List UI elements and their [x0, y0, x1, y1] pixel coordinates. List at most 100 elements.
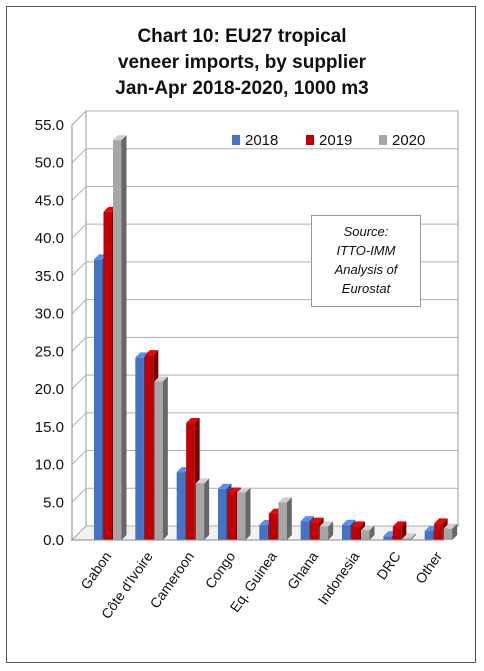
bar-2019-drc — [392, 521, 407, 540]
bar-front — [259, 524, 268, 540]
bar-front — [443, 528, 453, 540]
legend-label-2020: 2020 — [392, 132, 425, 149]
chart-title-line-2: veneer imports, by supplier — [117, 52, 367, 73]
bar-top — [319, 521, 334, 527]
x-tick-label: Congo — [202, 548, 239, 591]
bar-2020-indonesia — [361, 525, 375, 540]
bar-2020-c-te-d-ivoire — [154, 376, 168, 540]
bar-top — [310, 517, 324, 523]
bar-2020-cameroon — [195, 478, 210, 540]
bar-front — [351, 526, 360, 540]
bars — [94, 135, 458, 541]
bar-front — [342, 524, 351, 540]
bar-2020-gabon — [113, 135, 127, 540]
bar-front — [361, 530, 370, 540]
bar-top — [402, 533, 416, 539]
bar-top — [278, 497, 292, 503]
bar-top — [443, 523, 458, 529]
bar-side — [401, 521, 407, 540]
y-tick-label: 0.0 — [43, 532, 64, 549]
y-tick-label: 55.0 — [35, 117, 64, 134]
bar-top — [392, 521, 407, 527]
side-wall — [71, 109, 87, 542]
bar-top — [218, 483, 232, 489]
gridline — [71, 148, 458, 164]
gridline — [71, 450, 458, 465]
bar-2020-eq-guinea — [278, 497, 292, 540]
bar-front — [103, 211, 112, 541]
y-tick-label: 25.0 — [35, 343, 64, 360]
bar-top — [300, 516, 315, 522]
bar-2020-other — [443, 523, 458, 540]
bar-front — [154, 381, 163, 540]
gridline — [71, 336, 458, 352]
bar-side — [162, 376, 168, 540]
bar-front — [319, 526, 329, 540]
bar-2020-ghana — [319, 521, 334, 540]
legend-swatch-2019 — [306, 135, 314, 145]
legend-label-2018: 2018 — [245, 132, 278, 149]
gridline — [71, 374, 458, 390]
gridline — [71, 110, 458, 126]
bar-top — [144, 350, 159, 356]
y-tick-label: 10.0 — [35, 457, 64, 474]
bar-side — [452, 523, 458, 540]
y-tick-label: 45.0 — [35, 192, 64, 209]
bar-front — [300, 521, 310, 540]
y-tick-label: 20.0 — [35, 381, 64, 398]
bar-front — [186, 423, 195, 540]
bar-top — [186, 418, 200, 424]
bar-front — [113, 140, 122, 540]
x-tick-label: Indonesia — [315, 548, 363, 607]
legend-swatch-2018 — [232, 135, 240, 145]
bar-top — [195, 478, 210, 484]
source-note: Source: ITTO-IMM Analysis of Eurostat — [311, 215, 421, 307]
bar-top — [113, 135, 127, 141]
bar-side — [245, 487, 251, 540]
bar-top — [342, 519, 356, 525]
y-tick-label: 50.0 — [35, 155, 64, 172]
bar-top — [351, 521, 365, 527]
bar-side — [204, 478, 210, 540]
legend-swatch-2020 — [379, 135, 387, 145]
source-line-1: Source: — [343, 224, 389, 239]
bar-top — [135, 352, 149, 358]
gridline — [71, 412, 458, 428]
x-tick-label: Ghana — [284, 548, 321, 592]
source-line-3: Analysis of — [334, 262, 398, 277]
bar-front — [144, 355, 154, 540]
bar-side — [328, 521, 334, 540]
chart-title: Chart 10: EU27 tropical veneer imports, … — [0, 24, 484, 102]
bar-front — [176, 472, 186, 540]
bar-front — [218, 488, 227, 540]
bar-side — [369, 525, 375, 540]
bar-front — [237, 492, 246, 540]
chart-title-line-1: Chart 10: EU27 tropical — [137, 26, 347, 47]
bar-top — [237, 487, 251, 493]
bar-front — [434, 523, 443, 540]
source-line-2: ITTO-IMM — [336, 243, 396, 258]
bar-front — [195, 483, 205, 540]
y-tick-label: 5.0 — [43, 494, 64, 511]
gridline — [71, 185, 458, 201]
bar-side — [286, 497, 292, 540]
x-tick-label: DRC — [373, 549, 404, 583]
chart-walls — [70, 109, 460, 542]
y-tick-label: 15.0 — [35, 419, 64, 436]
y-tick-label: 35.0 — [35, 268, 64, 285]
bar-front — [392, 526, 402, 540]
y-axis: 0.0 5.0 10.0 15.0 20.0 25.0 30.0 35.0 40.0 45.0 50… — [35, 117, 73, 549]
bar-top — [154, 376, 168, 382]
bar-2020-drc — [402, 533, 416, 540]
bar-top — [361, 525, 375, 531]
bar-front — [227, 492, 236, 540]
chart-title-line-3: Jan-Apr 2018-2020, 1000 m3 — [115, 78, 369, 99]
legend-label-2019: 2019 — [319, 132, 352, 149]
bar-top — [434, 518, 448, 524]
x-tick-label: Other — [412, 548, 445, 586]
bar-front — [278, 502, 287, 540]
source-line-4: Eurostat — [341, 281, 391, 296]
bar-front — [135, 357, 144, 540]
bar-side — [121, 135, 127, 540]
